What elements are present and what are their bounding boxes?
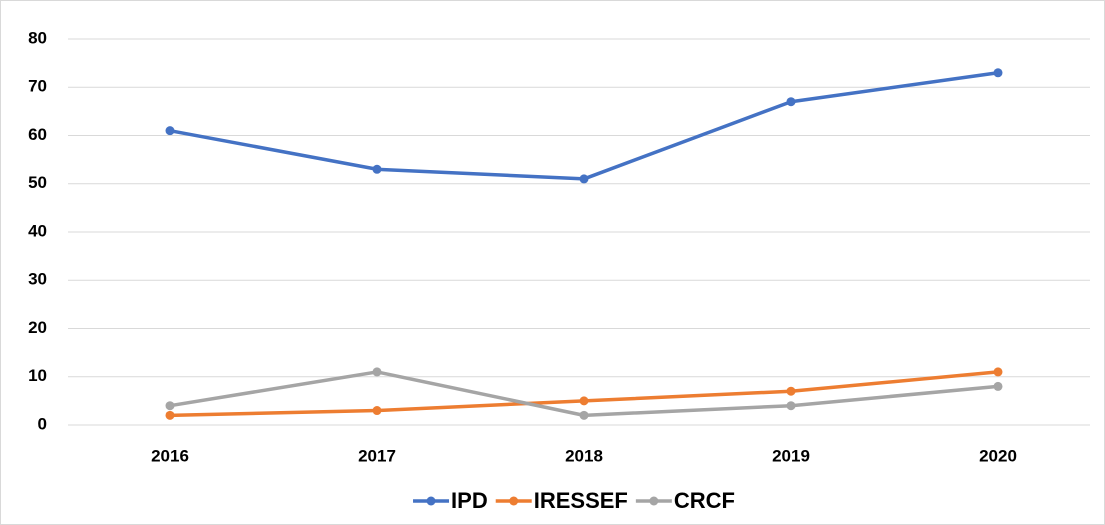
- x-tick-label: 2017: [358, 446, 396, 465]
- legend-swatch-marker: [426, 496, 436, 506]
- data-point: [579, 174, 589, 184]
- y-tick-label: 80: [28, 28, 47, 47]
- x-tick-label: 2020: [979, 446, 1017, 465]
- legend-item: IPD: [413, 488, 488, 513]
- x-tick-label: 2019: [772, 446, 810, 465]
- legend-swatch-marker: [649, 496, 659, 506]
- data-point: [786, 401, 796, 411]
- data-point: [993, 68, 1003, 78]
- data-point: [165, 401, 175, 411]
- data-point: [165, 126, 175, 136]
- data-point: [372, 406, 382, 416]
- data-point: [786, 97, 796, 107]
- legend-label: CRCF: [674, 488, 735, 513]
- y-tick-label: 30: [28, 270, 47, 289]
- legend-item: CRCF: [635, 488, 735, 513]
- legend-label: IRESSEF: [534, 488, 628, 513]
- x-tick-label: 2018: [565, 446, 603, 465]
- x-tick-label: 2016: [151, 446, 189, 465]
- y-tick-label: 50: [28, 173, 47, 192]
- y-tick-label: 0: [38, 414, 47, 433]
- legend-item: IRESSEF: [495, 488, 628, 513]
- data-point: [993, 381, 1003, 391]
- data-point: [579, 410, 589, 420]
- data-point: [579, 396, 589, 406]
- data-point: [786, 386, 796, 396]
- y-tick-label: 60: [28, 125, 47, 144]
- data-point: [165, 410, 175, 420]
- data-point: [993, 367, 1003, 377]
- y-tick-label: 70: [28, 77, 47, 96]
- legend-label: IPD: [451, 488, 488, 513]
- y-tick-label: 10: [28, 366, 47, 385]
- data-point: [372, 164, 382, 174]
- legend-swatch-marker: [509, 496, 519, 506]
- y-tick-label: 40: [28, 221, 47, 240]
- y-tick-label: 20: [28, 318, 47, 337]
- data-point: [372, 367, 382, 377]
